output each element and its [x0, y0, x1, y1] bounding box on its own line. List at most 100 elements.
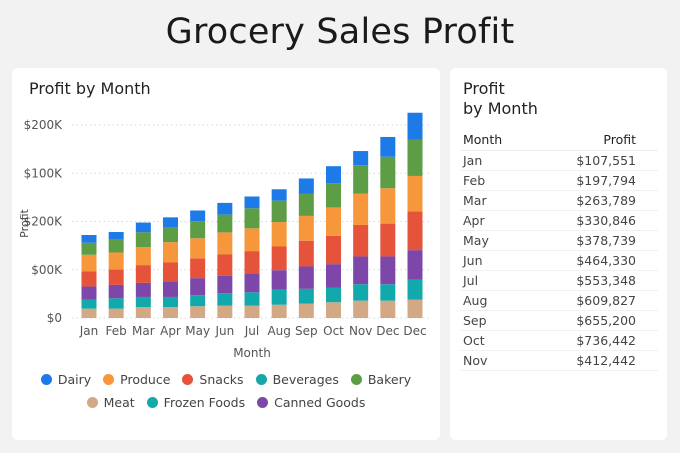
bar-segment-bakery[interactable] — [271, 200, 287, 223]
bar-segment-produce[interactable] — [190, 238, 206, 259]
bar-segment-meat[interactable] — [407, 299, 423, 318]
bar-segment-meat[interactable] — [217, 305, 233, 318]
bar-segment-snacks[interactable] — [298, 240, 314, 267]
bar-segment-meat[interactable] — [326, 302, 341, 318]
bar-segment-produce[interactable] — [407, 175, 423, 212]
bar-segment-bakery[interactable] — [407, 139, 423, 176]
bar-segment-canned-goods[interactable] — [81, 286, 97, 300]
bar-segment-produce[interactable] — [135, 247, 151, 266]
bar-segment-bakery[interactable] — [190, 221, 206, 239]
bar-segment-dairy[interactable] — [217, 202, 233, 215]
bar-segment-canned-goods[interactable] — [380, 256, 396, 285]
bar-segment-dairy[interactable] — [163, 217, 178, 228]
legend-item[interactable]: Canned Goods — [257, 395, 365, 410]
bar-segment-meat[interactable] — [81, 308, 97, 318]
bar-segment-dairy[interactable] — [81, 235, 97, 243]
bar-segment-canned-goods[interactable] — [407, 250, 423, 280]
bar-segment-bakery[interactable] — [298, 193, 314, 216]
bar-segment-produce[interactable] — [108, 252, 124, 270]
bar-segment-canned-goods[interactable] — [353, 256, 369, 285]
bar-segment-dairy[interactable] — [380, 136, 396, 157]
bar-segment-canned-goods[interactable] — [217, 275, 233, 294]
bar-segment-dairy[interactable] — [108, 232, 124, 240]
header-month[interactable]: Month — [460, 128, 529, 151]
bar-segment-produce[interactable] — [244, 228, 260, 252]
bar-segment-meat[interactable] — [298, 303, 314, 318]
bar-segment-snacks[interactable] — [380, 223, 396, 257]
bar-segment-meat[interactable] — [190, 306, 206, 318]
bar-segment-bakery[interactable] — [81, 242, 97, 255]
legend-item[interactable]: Snacks — [182, 372, 244, 387]
bar-segment-frozen-foods[interactable] — [108, 298, 124, 309]
bar-segment-bakery[interactable] — [135, 232, 151, 248]
bar-segment-frozen-foods[interactable] — [326, 287, 341, 303]
bar-segment-snacks[interactable] — [163, 262, 178, 282]
bar-segment-bakery[interactable] — [217, 214, 233, 233]
bar-segment-dairy[interactable] — [298, 178, 314, 194]
bar-segment-snacks[interactable] — [326, 235, 341, 265]
bar-segment-dairy[interactable] — [244, 196, 260, 209]
bar-segment-snacks[interactable] — [271, 246, 287, 271]
bar-segment-snacks[interactable] — [190, 258, 206, 279]
bar-segment-bakery[interactable] — [244, 208, 260, 229]
bar-segment-snacks[interactable] — [353, 224, 369, 257]
bar-segment-frozen-foods[interactable] — [271, 289, 287, 305]
bar-segment-produce[interactable] — [217, 232, 233, 255]
bar-segment-produce[interactable] — [271, 222, 287, 247]
bar-segment-dairy[interactable] — [271, 189, 287, 201]
bar-segment-snacks[interactable] — [108, 269, 124, 285]
bar-segment-produce[interactable] — [163, 242, 178, 263]
legend-item[interactable]: Beverages — [255, 372, 339, 387]
bar-segment-dairy[interactable] — [190, 210, 206, 222]
bar-segment-snacks[interactable] — [217, 254, 233, 276]
bar-segment-canned-goods[interactable] — [108, 284, 124, 299]
bar-segment-produce[interactable] — [326, 207, 341, 236]
bar-segment-frozen-foods[interactable] — [190, 295, 206, 307]
bar-segment-bakery[interactable] — [380, 156, 396, 189]
bar-segment-meat[interactable] — [353, 300, 369, 318]
bar-segment-canned-goods[interactable] — [271, 270, 287, 290]
legend-item[interactable]: Meat — [86, 395, 135, 410]
bar-segment-dairy[interactable] — [326, 166, 341, 184]
bar-segment-meat[interactable] — [108, 308, 124, 318]
bar-segment-dairy[interactable] — [407, 112, 423, 140]
bar-segment-frozen-foods[interactable] — [217, 293, 233, 306]
bar-segment-canned-goods[interactable] — [135, 282, 151, 297]
bar-segment-produce[interactable] — [81, 254, 97, 272]
bar-segment-canned-goods[interactable] — [190, 278, 206, 296]
bar-segment-frozen-foods[interactable] — [244, 292, 260, 306]
legend-item[interactable]: Dairy — [40, 372, 91, 387]
bar-segment-bakery[interactable] — [326, 183, 341, 208]
bar-segment-frozen-foods[interactable] — [81, 299, 97, 309]
bar-segment-bakery[interactable] — [108, 239, 124, 253]
bar-segment-produce[interactable] — [298, 215, 314, 241]
bar-segment-meat[interactable] — [380, 300, 396, 318]
bar-segment-canned-goods[interactable] — [326, 264, 341, 288]
bar-segment-dairy[interactable] — [135, 222, 151, 233]
bar-segment-snacks[interactable] — [244, 251, 260, 274]
bar-segment-dairy[interactable] — [353, 151, 369, 166]
bar-segment-meat[interactable] — [135, 306, 151, 318]
bar-segment-snacks[interactable] — [81, 271, 97, 287]
bar-segment-frozen-foods[interactable] — [298, 288, 314, 304]
bar-segment-produce[interactable] — [380, 188, 396, 224]
bar-segment-canned-goods[interactable] — [244, 273, 260, 293]
bar-segment-bakery[interactable] — [353, 165, 369, 194]
bar-segment-snacks[interactable] — [407, 211, 423, 251]
bar-segment-snacks[interactable] — [135, 265, 151, 283]
bar-segment-bakery[interactable] — [163, 227, 178, 243]
header-profit[interactable]: Profit — [528, 128, 658, 151]
bar-segment-frozen-foods[interactable] — [407, 279, 423, 300]
legend-item[interactable]: Bakery — [350, 372, 411, 387]
bar-segment-meat[interactable] — [163, 306, 178, 318]
bar-segment-frozen-foods[interactable] — [135, 296, 151, 307]
legend-item[interactable]: Frozen Foods — [146, 395, 245, 410]
bar-segment-produce[interactable] — [353, 193, 369, 225]
legend-item[interactable]: Produce — [103, 372, 170, 387]
bar-segment-canned-goods[interactable] — [163, 281, 178, 297]
bar-segment-frozen-foods[interactable] — [353, 284, 369, 301]
bar-segment-meat[interactable] — [271, 304, 287, 318]
bar-segment-frozen-foods[interactable] — [380, 284, 396, 301]
bar-segment-frozen-foods[interactable] — [163, 296, 178, 307]
bar-segment-meat[interactable] — [244, 305, 260, 318]
